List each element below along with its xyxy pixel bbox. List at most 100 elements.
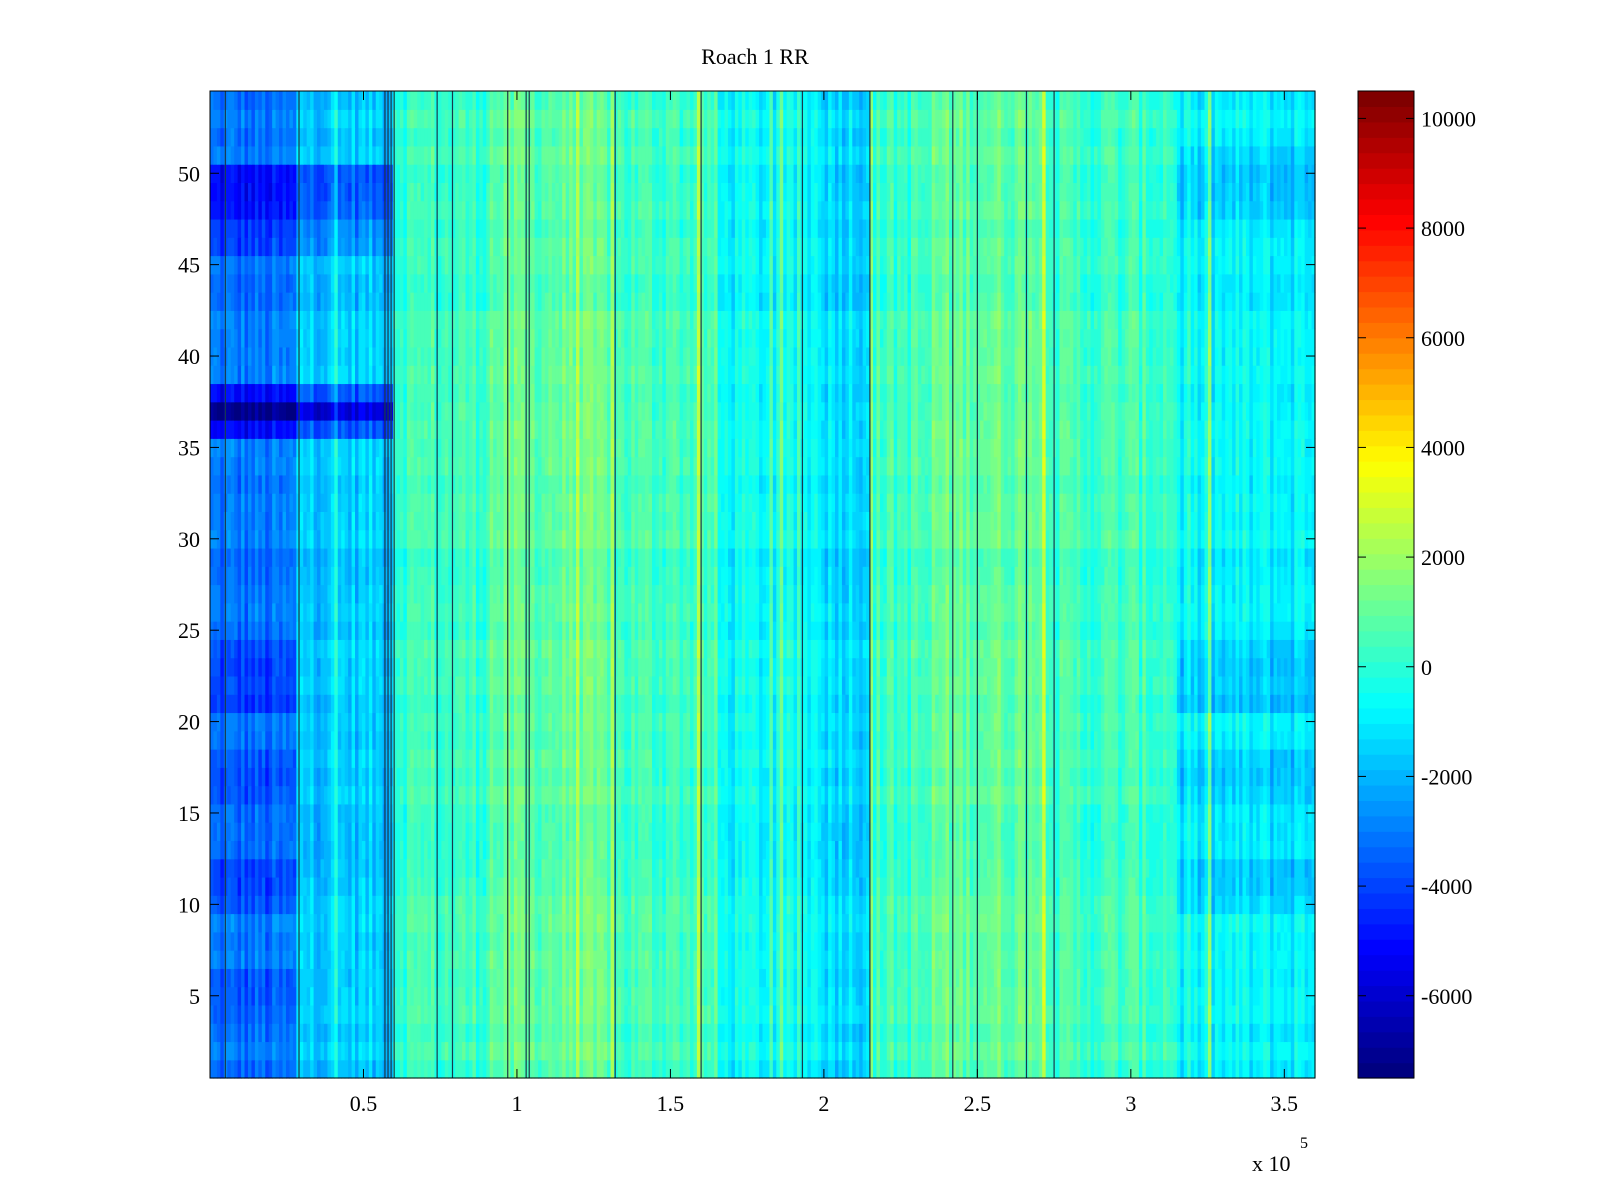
heatmap-cell — [838, 968, 842, 987]
heatmap-cell — [942, 840, 946, 859]
heatmap-cell — [476, 1005, 480, 1024]
heatmap-cell — [490, 1041, 494, 1060]
heatmap-cell — [376, 968, 380, 987]
heatmap-cell — [1163, 1005, 1167, 1024]
heatmap-cell — [973, 1023, 977, 1042]
heatmap-cell — [1277, 804, 1281, 823]
heatmap-cell — [1073, 840, 1077, 859]
heatmap-cell — [666, 877, 670, 896]
heatmap-cell — [1225, 1060, 1229, 1079]
heatmap-cell — [245, 987, 249, 1006]
heatmap-cell — [838, 1041, 842, 1060]
heatmap-cell — [628, 932, 632, 951]
heatmap-cell — [365, 822, 369, 841]
heatmap-cell — [307, 877, 311, 896]
heatmap-cell — [535, 932, 539, 951]
heatmap-cell — [1101, 895, 1105, 914]
heatmap-cell — [946, 804, 950, 823]
heatmap-cell — [417, 914, 421, 933]
heatmap-cell — [645, 914, 649, 933]
heatmap-cell — [749, 895, 753, 914]
heatmap-cell — [814, 950, 818, 969]
heatmap-cell — [1274, 840, 1278, 859]
heatmap-cell — [586, 987, 590, 1006]
heatmap-cell — [434, 1060, 438, 1079]
heatmap-cell — [1135, 822, 1139, 841]
heatmap-cell — [1284, 987, 1288, 1006]
heatmap-cell — [939, 1023, 943, 1042]
heatmap-cell — [908, 950, 912, 969]
heatmap-cell — [1091, 877, 1095, 896]
heatmap-cell — [379, 822, 383, 841]
heatmap-cell — [904, 968, 908, 987]
heatmap-cell — [925, 840, 929, 859]
heatmap-cell — [607, 895, 611, 914]
heatmap-cell — [1274, 895, 1278, 914]
heatmap-cell — [314, 822, 318, 841]
heatmap-cell — [908, 1041, 912, 1060]
heatmap-cell — [687, 932, 691, 951]
heatmap-cell — [490, 822, 494, 841]
heatmap-cell — [497, 1041, 501, 1060]
heatmap-cell — [1260, 950, 1264, 969]
heatmap-cell — [331, 786, 335, 805]
heatmap-cell — [345, 968, 349, 987]
heatmap-cell — [925, 1023, 929, 1042]
heatmap-cell — [645, 1005, 649, 1024]
heatmap-cell — [876, 840, 880, 859]
heatmap-cell — [258, 895, 262, 914]
heatmap-cell — [828, 822, 832, 841]
heatmap-cell — [994, 987, 998, 1006]
heatmap-cell — [327, 1060, 331, 1079]
heatmap-cell — [1001, 987, 1005, 1006]
heatmap-cell — [946, 877, 950, 896]
heatmap-cell — [611, 895, 615, 914]
heatmap-cell — [1056, 1005, 1060, 1024]
heatmap-cell — [245, 932, 249, 951]
heatmap-cell — [1274, 859, 1278, 878]
heatmap-cell — [400, 914, 404, 933]
heatmap-cell — [1205, 1041, 1209, 1060]
heatmap-cell — [1260, 1023, 1264, 1042]
heatmap-cell — [1080, 1023, 1084, 1042]
heatmap-cell — [845, 914, 849, 933]
heatmap-cell — [269, 877, 273, 896]
heatmap-cell — [1122, 987, 1126, 1006]
heatmap-cell — [213, 1060, 217, 1079]
heatmap-cell — [645, 804, 649, 823]
heatmap-cell — [718, 877, 722, 896]
heatmap-cell — [832, 932, 836, 951]
heatmap-cell — [763, 822, 767, 841]
heatmap-cell — [573, 968, 577, 987]
heatmap-cell — [1253, 822, 1257, 841]
heatmap-cell — [1104, 1041, 1108, 1060]
heatmap-cell — [1156, 1005, 1160, 1024]
heatmap-cell — [894, 950, 898, 969]
heatmap-cell — [752, 786, 756, 805]
heatmap-cell — [1008, 1060, 1012, 1079]
heatmap-cell — [997, 1060, 1001, 1079]
heatmap-cell — [1001, 1060, 1005, 1079]
heatmap-cell — [231, 914, 235, 933]
heatmap-cell — [832, 1005, 836, 1024]
heatmap-cell — [1056, 987, 1060, 1006]
heatmap-cell — [963, 1060, 967, 1079]
heatmap-cell — [790, 1041, 794, 1060]
heatmap-cell — [542, 987, 546, 1006]
heatmap-cell — [1111, 950, 1115, 969]
heatmap-cell — [1163, 1023, 1167, 1042]
heatmap-cell — [1287, 968, 1291, 987]
heatmap-cell — [887, 786, 891, 805]
heatmap-cell — [355, 822, 359, 841]
heatmap-cell — [1167, 968, 1171, 987]
heatmap-cell — [794, 859, 798, 878]
heatmap-cell — [472, 786, 476, 805]
heatmap-cell — [852, 987, 856, 1006]
heatmap-cell — [1177, 932, 1181, 951]
heatmap-cell — [414, 859, 418, 878]
heatmap-cell — [973, 840, 977, 859]
heatmap-cell — [1274, 1060, 1278, 1079]
heatmap-cell — [856, 1005, 860, 1024]
heatmap-cell — [251, 859, 255, 878]
heatmap-cell — [1011, 1041, 1015, 1060]
